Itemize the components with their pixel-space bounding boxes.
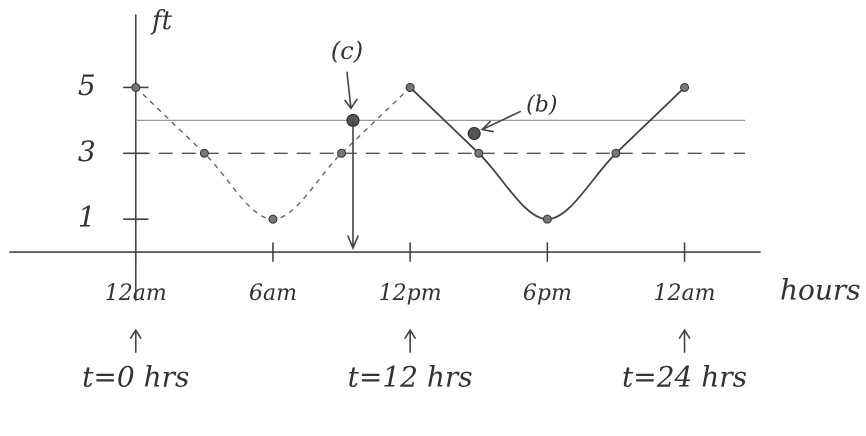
x-tick-label: 12am [654,281,716,306]
x-tick-label: 6am [249,281,297,306]
point-label: (b) [526,93,557,118]
x-axis-label: hours [780,274,861,307]
data-point [681,83,689,91]
data-point [406,83,414,91]
page: {"chart_data": { "type": "line", "y_labe… [0,0,866,436]
data-point [543,215,551,223]
drop-arrow [348,120,358,248]
data-point [132,83,140,91]
pointer-arrow [345,72,357,108]
data-point [269,215,277,223]
data-point [612,149,620,157]
y-axis-label: ft [150,6,173,36]
x-tick-label: 12am [105,281,167,306]
y-tick-label: 5 [78,69,96,102]
time-arrow [405,330,415,352]
y-tick-label: 1 [78,201,96,234]
time-label: t=24 hrs [622,361,747,394]
data-point [338,149,346,157]
chart: ft hours 1 3 5 12am 6am 12pm 6pm 12am (c) (b) t=0 … [0,0,866,436]
x-tick-label: 12pm [379,281,442,306]
y-tick-label: 3 [78,135,96,168]
pointer-arrow [482,112,520,132]
point-label: (c) [331,37,363,65]
time-arrow [131,330,141,352]
time-label: t=0 hrs [82,361,189,394]
data-point [475,149,483,157]
data-point [200,149,208,157]
x-tick-label: 6pm [523,281,572,306]
time-label: t=12 hrs [348,361,473,394]
time-arrow [680,330,690,352]
labelled-point [468,128,480,140]
